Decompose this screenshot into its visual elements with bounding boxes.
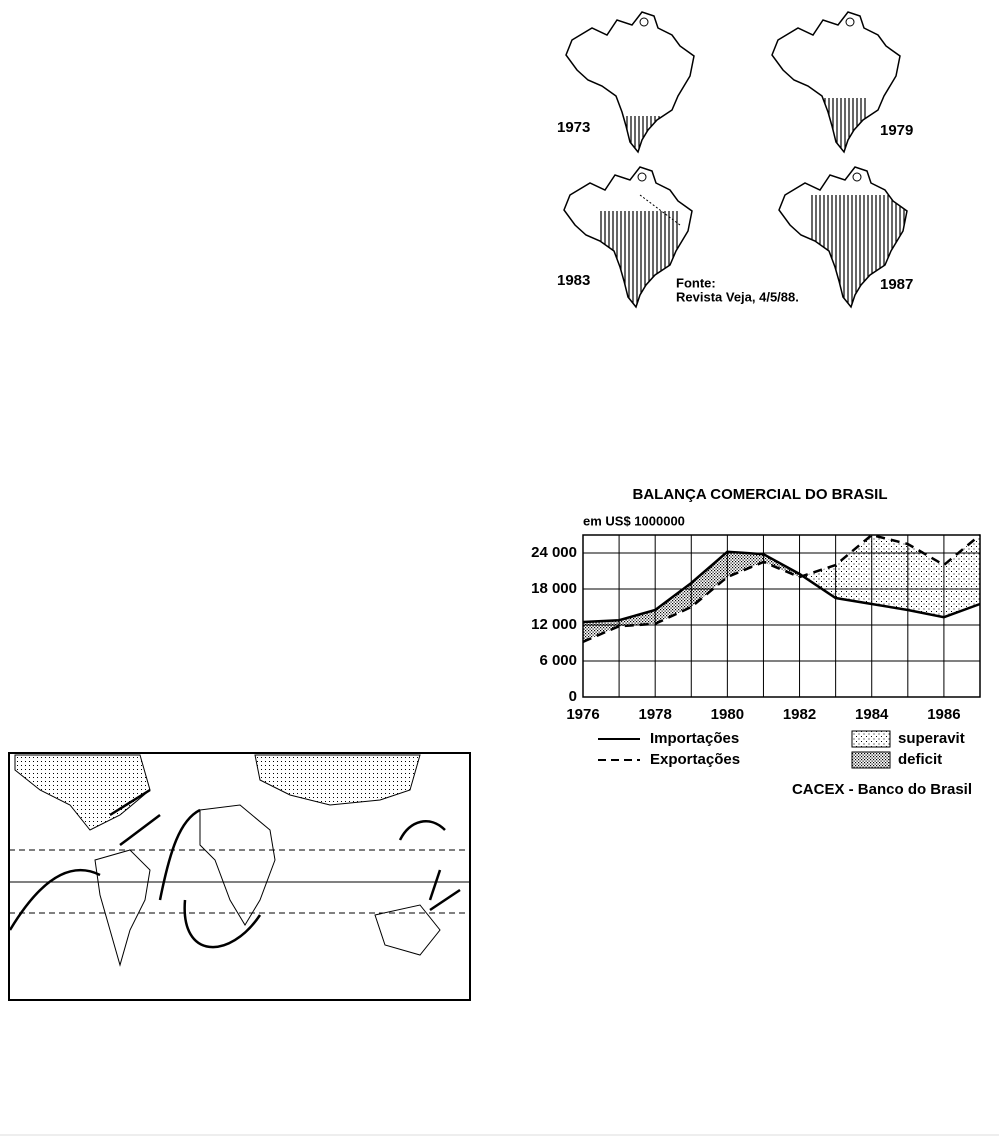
- map-year: 1987: [880, 276, 913, 293]
- balance-area: [871, 535, 908, 610]
- balance-area: [583, 620, 620, 642]
- balance-area: [727, 551, 764, 577]
- world-map: [8, 752, 471, 1001]
- y-tick-label: 0: [569, 688, 577, 705]
- legend-swatch: [851, 751, 891, 769]
- legend-label: deficit: [898, 751, 942, 768]
- series-line: [582, 550, 981, 624]
- balance-area: [907, 544, 944, 618]
- y-tick-label: 18 000: [531, 580, 577, 597]
- chart: BALANÇA COMERCIAL DO BRASIL em US$ 10000…: [531, 486, 981, 798]
- chart-title: BALANÇA COMERCIAL DO BRASIL: [633, 486, 888, 503]
- y-tick-label: 12 000: [531, 616, 577, 633]
- y-tick-label: 24 000: [531, 544, 577, 561]
- x-tick-label: 1976: [566, 706, 599, 723]
- map-year: 1973: [557, 119, 590, 136]
- legend-label: superavit: [898, 730, 965, 747]
- x-tick-label: 1984: [855, 706, 889, 723]
- legend-label: Importações: [650, 730, 739, 747]
- balance-area: [655, 583, 692, 624]
- map-year: 1983: [557, 272, 590, 289]
- brazil-maps: 1973 1979 1983 1987 Fonte: Revista Veja,…: [557, 11, 913, 308]
- plot-frame: [582, 534, 981, 698]
- source-label: Fonte:: [676, 275, 716, 290]
- map-1983: [563, 166, 693, 308]
- y-tick-label: 6 000: [539, 652, 577, 669]
- legend-swatch: [851, 730, 891, 748]
- y-axis-label: em US$ 1000000: [583, 513, 685, 528]
- x-tick-label: 1982: [783, 706, 816, 723]
- balance-area: [943, 535, 980, 618]
- x-tick-label: 1978: [638, 706, 671, 723]
- legend-label: Exportações: [650, 751, 740, 768]
- chart-source: CACEX - Banco do Brasil: [792, 781, 972, 798]
- x-tick-label: 1980: [711, 706, 744, 723]
- balance-area: [619, 610, 656, 627]
- balance-area: [802, 565, 836, 598]
- balance-area: [835, 535, 872, 604]
- x-tick-label: 1986: [927, 706, 960, 723]
- source: Revista Veja, 4/5/88.: [676, 289, 799, 304]
- balance-area: [691, 551, 728, 607]
- map-year: 1979: [880, 122, 913, 139]
